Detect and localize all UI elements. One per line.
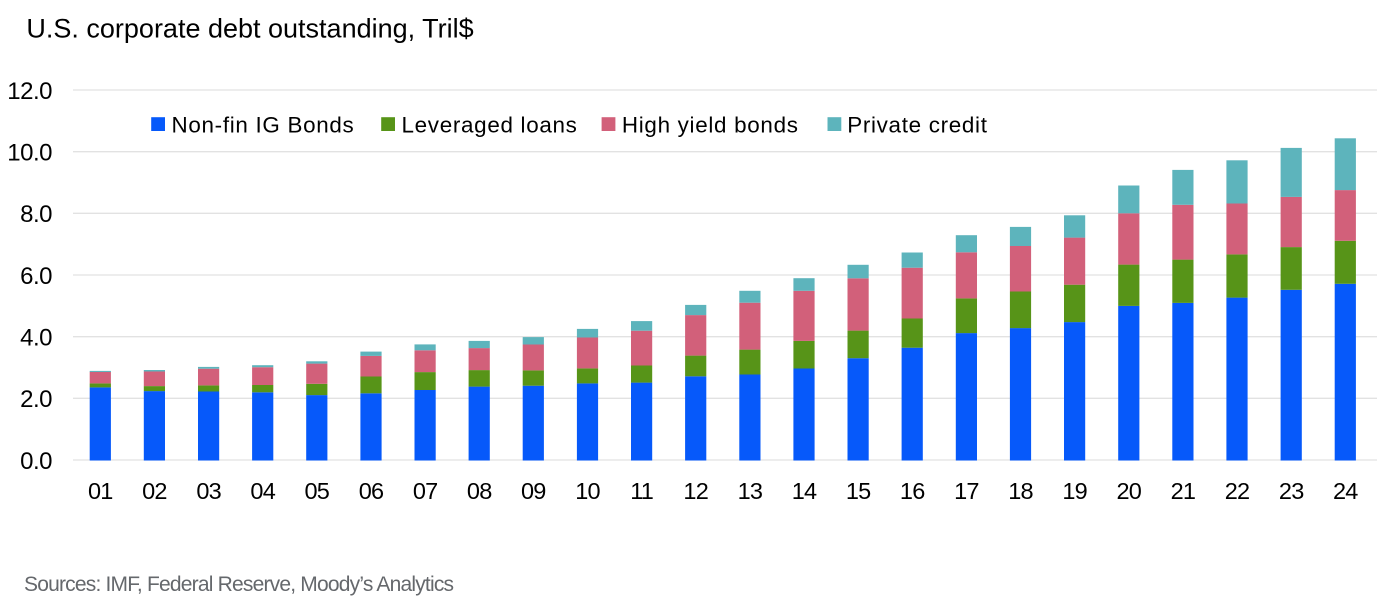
svg-text:U.S. corporate debt outstandin: U.S. corporate debt outstanding, Tril$ [26,13,473,43]
svg-text:Sources: IMF, Federal Reserve,: Sources: IMF, Federal Reserve, Moody’s A… [24,573,454,596]
svg-text:16: 16 [900,478,925,504]
svg-text:4.0: 4.0 [20,325,52,352]
svg-text:11: 11 [630,478,653,504]
svg-text:19: 19 [1062,478,1087,504]
svg-text:0.0: 0.0 [20,448,52,475]
svg-text:Private credit: Private credit [847,113,988,138]
svg-text:01: 01 [88,478,113,504]
svg-text:10: 10 [575,478,600,504]
svg-text:17: 17 [954,478,979,504]
svg-text:12.0: 12.0 [7,78,52,105]
svg-text:24: 24 [1333,478,1358,504]
svg-text:2.0: 2.0 [20,386,52,413]
svg-text:21: 21 [1171,478,1196,504]
svg-text:15: 15 [846,478,871,504]
svg-text:04: 04 [250,478,275,504]
svg-text:02: 02 [142,478,167,504]
svg-text:07: 07 [413,478,438,504]
svg-text:13: 13 [738,478,763,504]
svg-text:12: 12 [683,478,708,504]
svg-text:10.0: 10.0 [7,140,52,167]
svg-text:20: 20 [1117,478,1142,504]
svg-text:08: 08 [467,478,492,504]
svg-text:Non-fin IG Bonds: Non-fin IG Bonds [172,113,355,138]
svg-text:14: 14 [792,478,817,504]
svg-text:Leveraged loans: Leveraged loans [402,113,578,138]
svg-text:High yield bonds: High yield bonds [622,113,799,138]
svg-text:03: 03 [196,478,221,504]
svg-text:23: 23 [1279,478,1304,504]
svg-text:18: 18 [1008,478,1033,504]
svg-text:22: 22 [1225,478,1250,504]
svg-text:09: 09 [521,478,546,504]
svg-text:8.0: 8.0 [20,201,52,228]
svg-text:6.0: 6.0 [20,263,52,290]
svg-text:05: 05 [305,478,330,504]
svg-text:06: 06 [359,478,384,504]
